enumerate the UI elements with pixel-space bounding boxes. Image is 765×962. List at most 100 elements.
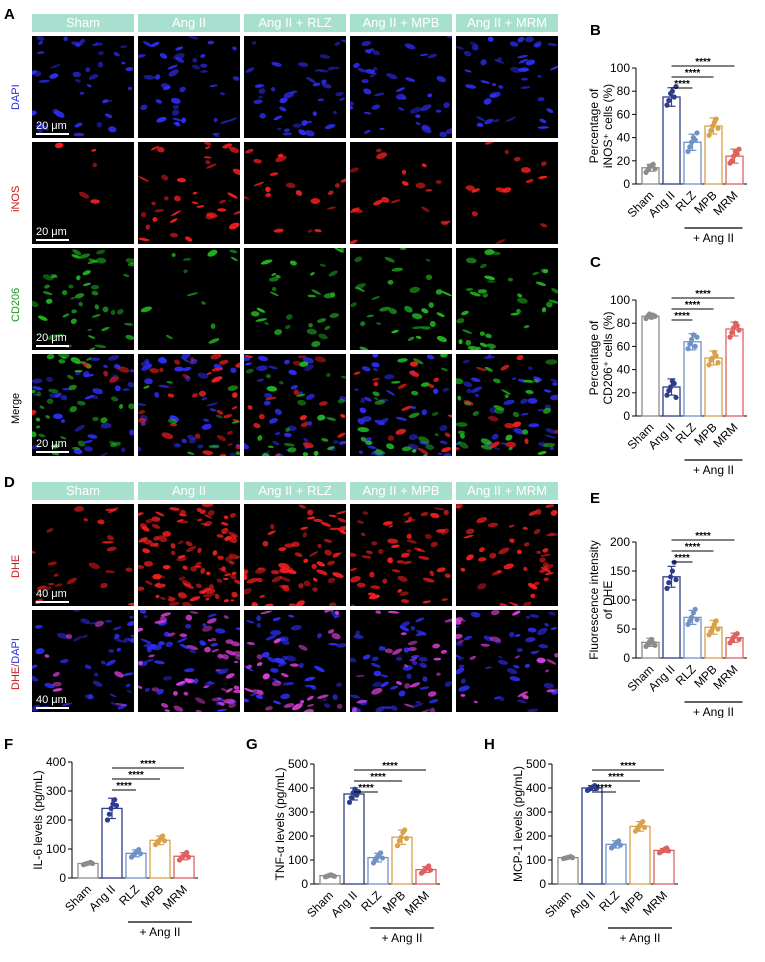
cell-signal — [140, 638, 152, 644]
cell-signal — [508, 601, 520, 606]
cell-signal — [72, 71, 81, 78]
cell-signal — [409, 657, 418, 662]
cell-signal — [52, 671, 60, 677]
cell-signal — [484, 366, 493, 372]
y-axis-label: MCP-1 levels (pg/mL) — [511, 766, 525, 882]
cell-signal — [523, 566, 528, 572]
cell-signal — [48, 388, 59, 394]
cell-signal — [384, 256, 395, 263]
cell-signal — [372, 50, 380, 56]
cell-signal — [510, 312, 520, 316]
cell-signal — [460, 567, 466, 572]
cell-signal — [32, 393, 39, 396]
cell-signal — [304, 676, 316, 682]
cell-signal — [162, 564, 171, 570]
cell-signal — [278, 547, 287, 552]
y-tick-label: 200 — [526, 829, 546, 843]
y-tick-label: 100 — [610, 293, 630, 307]
cell-signal — [32, 386, 43, 391]
cell-signal — [404, 683, 411, 689]
cell-signal — [287, 567, 294, 572]
cell-signal — [434, 433, 439, 437]
cell-signal — [291, 541, 300, 547]
cell-signal — [202, 450, 214, 455]
cell-signal — [246, 620, 255, 624]
cell-signal — [251, 602, 259, 606]
cell-signal — [223, 615, 229, 619]
cell-signal — [271, 286, 277, 292]
y-tick-label: 500 — [526, 757, 546, 771]
cell-signal — [328, 270, 338, 277]
y-axis-label: IL-6 levels (pg/mL) — [31, 770, 45, 869]
cell-signal — [108, 126, 117, 133]
cell-signal — [532, 376, 543, 382]
cell-signal — [177, 540, 184, 545]
data-point — [673, 394, 679, 401]
cell-signal — [46, 528, 54, 533]
cell-signal — [76, 400, 86, 406]
cell-signal — [168, 69, 179, 77]
cell-signal — [311, 341, 321, 347]
cell-signal — [401, 446, 412, 452]
cell-signal — [228, 146, 240, 154]
scale-bar: 20 μm — [36, 332, 69, 347]
cell-signal — [420, 512, 429, 517]
cell-signal — [138, 417, 147, 424]
cell-signal — [382, 578, 388, 584]
micrograph-dhe-dapi-sham: 40 μm — [32, 610, 134, 712]
cell-signal — [274, 431, 281, 436]
cell-signal — [244, 362, 252, 366]
cell-signal — [145, 224, 151, 230]
data-point — [736, 146, 742, 152]
cell-signal — [310, 198, 321, 204]
cell-signal — [219, 359, 229, 365]
cell-signal — [412, 358, 424, 365]
cell-signal — [297, 355, 307, 359]
cell-signal — [382, 521, 393, 526]
cell-signal — [479, 331, 485, 336]
y-tick-label: 400 — [526, 781, 546, 795]
cell-signal — [208, 338, 220, 344]
cell-signal — [546, 533, 555, 537]
cell-signal — [314, 69, 324, 72]
data-point — [666, 97, 672, 104]
cell-signal — [361, 366, 371, 372]
data-point — [398, 834, 404, 840]
cell-signal — [361, 79, 369, 84]
data-point — [715, 360, 721, 366]
bar — [725, 328, 744, 417]
cell-signal — [206, 163, 217, 169]
cell-signal — [471, 45, 479, 51]
cell-signal — [549, 446, 555, 451]
cell-signal — [285, 655, 296, 662]
cell-signal — [61, 290, 68, 296]
cell-signal — [371, 541, 378, 546]
cell-signal — [143, 560, 154, 567]
cell-signal — [54, 142, 64, 149]
cell-signal — [306, 328, 317, 335]
cell-signal — [382, 706, 393, 710]
cell-signal — [480, 643, 490, 647]
cell-signal — [430, 512, 440, 519]
cell-signal — [229, 512, 236, 518]
cell-signal — [321, 438, 329, 442]
cell-signal — [531, 650, 540, 655]
cell-signal — [270, 524, 275, 530]
cell-signal — [32, 664, 38, 670]
cell-signal — [532, 271, 540, 276]
cell-signal — [493, 696, 501, 700]
cell-signal — [542, 548, 549, 553]
y-tick-label: 80 — [617, 84, 631, 98]
cell-signal — [420, 104, 432, 112]
cell-signal — [415, 617, 425, 623]
cell-signal — [489, 347, 495, 350]
cell-signal — [138, 446, 142, 452]
row-label-inos: iNOS — [10, 185, 22, 212]
cell-signal — [463, 50, 472, 57]
cell-signal — [297, 399, 306, 406]
cell-signal — [162, 675, 173, 681]
cell-signal — [316, 569, 328, 576]
y-tick-label: 80 — [617, 316, 631, 330]
cell-signal — [129, 369, 134, 373]
cell-signal — [337, 517, 346, 523]
